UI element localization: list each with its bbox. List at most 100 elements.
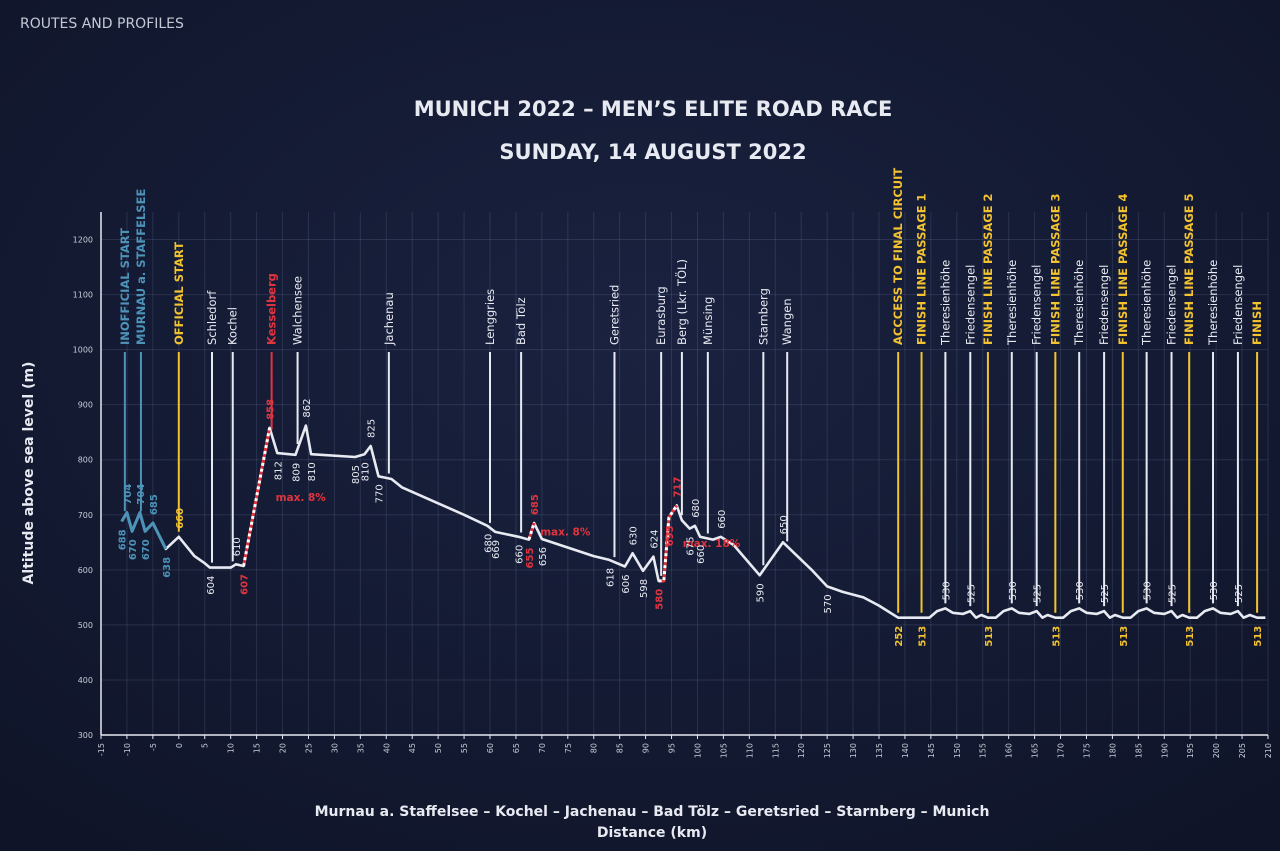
x-tick-label: 25 (304, 743, 313, 753)
x-tick-label: 190 (1160, 743, 1169, 758)
marker-label: Friedensengel (1231, 265, 1245, 345)
x-tick-label: -10 (123, 743, 132, 756)
value-label: 680 (691, 499, 702, 518)
value-label: 530 (1143, 581, 1154, 600)
marker-label: Wangen (780, 298, 794, 345)
marker-label: Friedensengel (1165, 265, 1179, 345)
x-tick-label: 85 (616, 743, 625, 753)
y-tick-label: 300 (78, 731, 93, 740)
y-tick-label: 900 (78, 401, 93, 410)
y-tick-label: 600 (78, 566, 93, 575)
value-label: 660 (175, 508, 186, 529)
marker-label: Münsing (701, 297, 715, 345)
value-label: 610 (232, 537, 243, 556)
x-tick-label: 165 (1031, 743, 1040, 758)
x-tick-label: 140 (901, 743, 910, 758)
x-tick-label: 90 (642, 743, 651, 753)
value-label: 598 (639, 579, 650, 598)
x-tick-label: -5 (149, 743, 158, 751)
marker-label: Berg (Lkr. TÖL) (673, 259, 689, 345)
value-label: 513 (1051, 626, 1062, 647)
x-tick-label: 60 (486, 743, 495, 753)
value-label: 670 (141, 539, 152, 560)
value-label: 513 (918, 626, 929, 647)
marker-label: Friedensengel (963, 265, 977, 345)
value-label: 680 (483, 534, 494, 553)
marker-label: Jachenau (382, 292, 396, 346)
route-text: Murnau a. Staffelsee – Kochel – Jachenau… (315, 804, 990, 820)
y-tick-label: 400 (78, 676, 93, 685)
x-tick-label: 20 (279, 743, 288, 753)
x-tick-label: 200 (1212, 743, 1221, 758)
x-tick-label: 170 (1057, 743, 1066, 758)
highlight-dash (527, 522, 536, 541)
x-tick-label: 40 (382, 743, 391, 753)
marker-label: Theresienhöhe (1072, 260, 1086, 346)
marker-label: Schledorf (205, 290, 219, 345)
value-label: 670 (128, 539, 139, 560)
value-label: 810 (307, 462, 318, 481)
x-tick-label: 135 (875, 743, 884, 758)
marker-label: FINISH LINE PASSAGE 2 (981, 193, 995, 345)
y-axis-label: Altitude above sea level (m) (21, 362, 37, 585)
value-label: 513 (1185, 626, 1196, 647)
x-tick-label: 95 (668, 743, 677, 753)
x-tick-label: 195 (1186, 743, 1195, 758)
value-label: 513 (1119, 626, 1130, 647)
marker-label: Kochel (226, 307, 240, 345)
value-label: 638 (162, 557, 173, 578)
value-label: 530 (1008, 581, 1019, 600)
x-tick-label: 105 (719, 743, 728, 758)
value-label: 685 (530, 494, 541, 515)
value-label: 704 (136, 484, 147, 505)
chart-title: MUNICH 2022 – MEN’S ELITE ROAD RACE (414, 97, 893, 121)
value-label: 606 (621, 575, 632, 594)
gradient-label: max. 8% (540, 526, 591, 538)
value-label: 590 (756, 583, 767, 602)
marker-label: INOFFICIAL START (118, 228, 132, 345)
y-tick-label: 500 (78, 621, 93, 630)
x-tick-label: 55 (460, 743, 469, 753)
marker-label: FINISH LINE PASSAGE 5 (1182, 193, 1196, 345)
x-tick-label: 15 (253, 743, 262, 753)
x-tick-label: 175 (1082, 743, 1091, 758)
value-label: 695 (665, 526, 676, 547)
value-label: 688 (118, 529, 129, 550)
value-label: 525 (966, 584, 977, 603)
value-label: 810 (360, 462, 371, 481)
highlight-dash (658, 504, 678, 583)
value-label: 607 (240, 574, 251, 595)
y-tick-label: 1000 (73, 346, 93, 355)
value-label: 604 (206, 576, 217, 595)
value-label: 513 (1253, 626, 1264, 647)
x-tick-label: 50 (434, 743, 443, 753)
value-label: 809 (292, 463, 303, 482)
value-label: 660 (717, 510, 728, 529)
x-tick-label: 30 (330, 743, 339, 753)
x-tick-label: 10 (227, 743, 236, 753)
value-label: 825 (367, 419, 378, 438)
value-label: 655 (525, 548, 536, 569)
x-tick-label: 150 (953, 743, 962, 758)
value-label: 717 (673, 477, 684, 498)
x-tick-label: 185 (1134, 743, 1143, 758)
x-tick-label: 120 (797, 743, 806, 758)
x-tick-label: 160 (1005, 743, 1014, 758)
marker-label: FINISH LINE PASSAGE 4 (1116, 193, 1130, 345)
x-tick-label: 130 (849, 743, 858, 758)
value-label: 530 (941, 581, 952, 600)
value-label: 624 (649, 530, 660, 549)
value-label: 812 (273, 461, 284, 480)
marker-label: OFFICIAL START (172, 242, 186, 345)
x-tick-label: 145 (927, 743, 936, 758)
marker-label: Kesselberg (265, 273, 279, 345)
value-label: 570 (823, 594, 834, 613)
marker-label: FINISH LINE PASSAGE 1 (915, 193, 929, 345)
value-label: 862 (302, 399, 313, 418)
value-label: 513 (984, 626, 995, 647)
marker-label: Geretsried (607, 285, 621, 345)
value-label: 530 (1209, 581, 1220, 600)
value-label: 660 (515, 545, 526, 564)
